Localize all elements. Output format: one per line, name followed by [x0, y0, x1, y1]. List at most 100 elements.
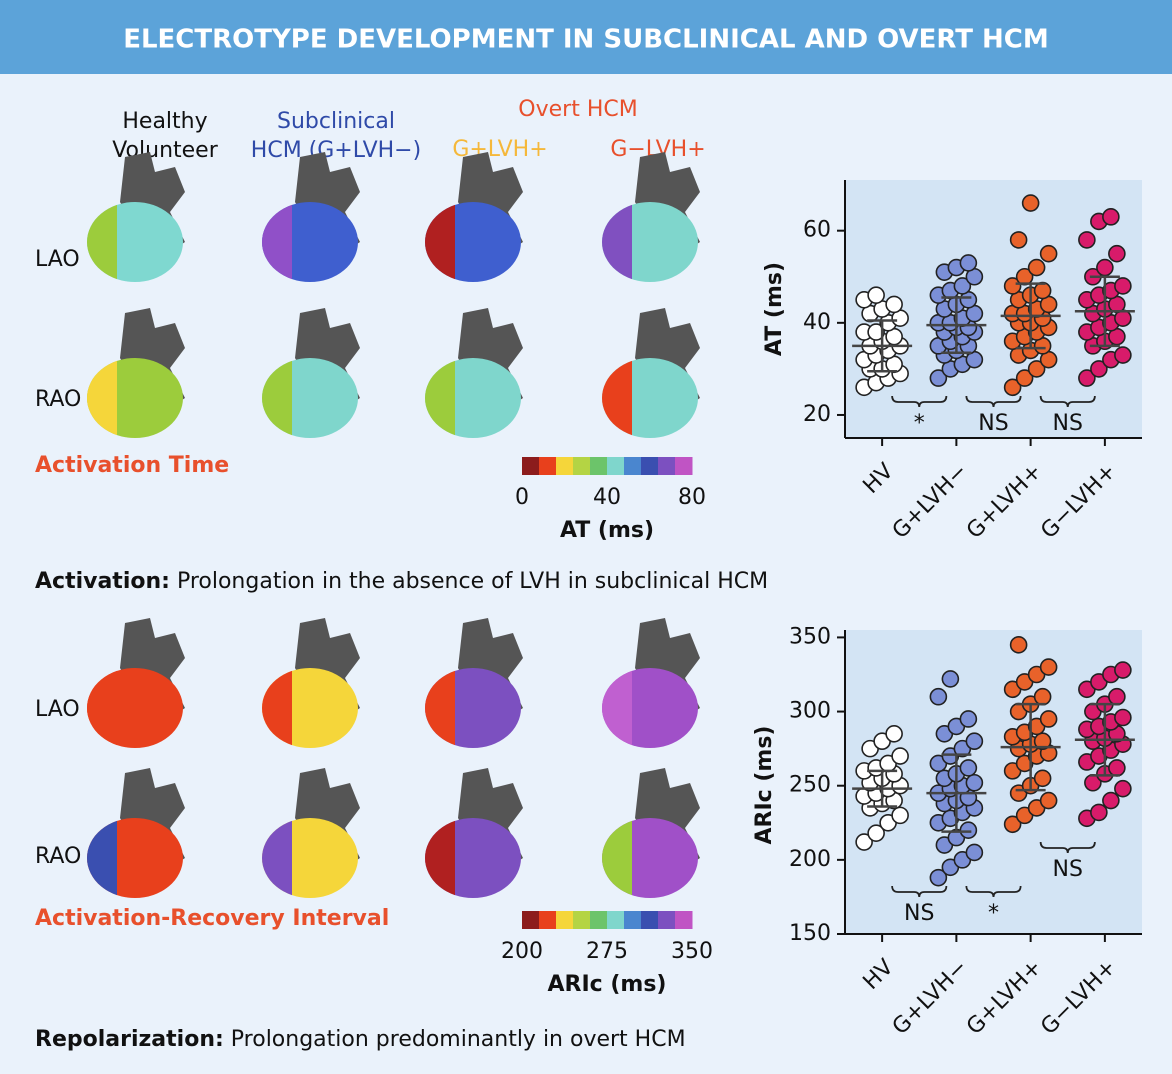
heart [87, 618, 185, 748]
data-point [1114, 779, 1132, 798]
y-axis-title: ARIc (ms) [752, 726, 777, 845]
data-point [1108, 759, 1126, 777]
heart [87, 308, 185, 438]
data-point [1078, 231, 1096, 249]
colorbar-swatch [573, 911, 591, 929]
heart [262, 152, 360, 282]
data-point [959, 254, 978, 272]
colorbar-swatch [641, 911, 659, 929]
y-tick-label: 350 [789, 624, 831, 649]
colorbar-label: ARIc (ms) [548, 972, 667, 997]
data-point [1078, 369, 1096, 387]
colorbar-swatch [522, 457, 540, 475]
colorbar-swatch [590, 911, 608, 929]
column-header: HCM (G+LVH−) [251, 138, 421, 163]
data-point [885, 295, 903, 314]
data-point [1114, 346, 1132, 364]
data-point [1108, 244, 1126, 263]
overt-label: Overt HCM [518, 97, 637, 122]
data-point [1027, 258, 1046, 277]
colorbar-tick-label: 0 [515, 485, 529, 510]
colorbar-tick-label: 40 [593, 485, 621, 510]
header-title: ELECTROTYPE DEVELOPMENT IN SUBCLINICAL A… [123, 25, 1049, 55]
colorbar-tick-label: 80 [678, 485, 706, 510]
heart [425, 308, 523, 438]
data-point [1009, 231, 1028, 249]
colorbar-swatch [607, 911, 625, 929]
row-label: RAO [35, 844, 81, 869]
heart [87, 768, 185, 898]
heart [262, 308, 360, 438]
panel-title: Activation Time [35, 453, 229, 478]
caption-text: Prolongation in the absence of LVH in su… [177, 569, 768, 594]
significance-label: NS [1053, 857, 1083, 882]
colorbar-swatch [624, 911, 642, 929]
data-point [965, 843, 984, 862]
y-axis-title: AT (ms) [762, 262, 787, 356]
data-point [959, 759, 978, 777]
colorbar-swatch [590, 457, 608, 475]
colorbar-swatch [641, 457, 659, 475]
row-label: RAO [35, 387, 81, 412]
colorbar-swatch [658, 911, 676, 929]
colorbar-swatch [675, 911, 693, 929]
data-point [891, 806, 909, 825]
data-point [965, 732, 984, 751]
data-point [929, 369, 948, 387]
colorbar-swatch [573, 457, 591, 475]
data-point [1033, 687, 1052, 706]
significance-label: NS [904, 901, 934, 926]
colorbar-swatch [607, 457, 625, 475]
header-band [0, 0, 1172, 74]
data-point [1003, 815, 1022, 834]
data-point [1021, 194, 1040, 212]
colorbar-swatch [556, 911, 574, 929]
caption-bold: Activation: [35, 569, 170, 594]
data-point [1027, 360, 1046, 378]
colorbar-tick-label: 200 [501, 939, 543, 964]
data-point [1102, 791, 1120, 810]
significance-bracket [1039, 841, 1096, 854]
colorbar-swatch [658, 457, 676, 475]
colorbar-swatch [539, 911, 557, 929]
y-tick-label: 200 [789, 847, 831, 872]
data-point [1033, 732, 1052, 751]
data-point [965, 773, 984, 792]
colorbar-swatch [539, 457, 557, 475]
data-point [1114, 708, 1132, 727]
significance-bracket [891, 885, 948, 898]
data-point [1090, 360, 1108, 378]
caption-text: Prolongation predominantly in overt HCM [231, 1027, 686, 1052]
row-label: LAO [35, 697, 80, 722]
y-tick-label: 20 [803, 402, 831, 427]
y-tick-label: 150 [789, 921, 831, 946]
data-point [1090, 803, 1108, 822]
data-point [929, 687, 948, 706]
data-point [941, 670, 960, 688]
data-point [867, 824, 885, 842]
data-point [1033, 281, 1052, 300]
colorbar-swatch [522, 911, 540, 929]
data-point [959, 710, 978, 728]
significance-label: * [988, 901, 999, 926]
panel-title: Activation-Recovery Interval [35, 906, 389, 931]
data-point [867, 286, 885, 304]
heart [602, 152, 700, 282]
significance-label: NS [1053, 411, 1083, 436]
data-point [929, 868, 948, 887]
data-point [1039, 710, 1058, 728]
column-header: Subclinical [277, 109, 395, 134]
data-point [1033, 769, 1052, 788]
significance-bracket [1039, 395, 1096, 408]
colorbar-swatch [675, 457, 693, 475]
y-tick-label: 300 [789, 699, 831, 724]
caption: Repolarization: Prolongation predominantl… [35, 1027, 686, 1052]
data-point [1096, 258, 1114, 277]
caption-bold: Repolarization: [35, 1027, 224, 1052]
data-point [1015, 369, 1034, 387]
data-point [1039, 658, 1058, 676]
data-point [1039, 791, 1058, 810]
data-point [1003, 277, 1022, 295]
data-point [885, 725, 903, 743]
